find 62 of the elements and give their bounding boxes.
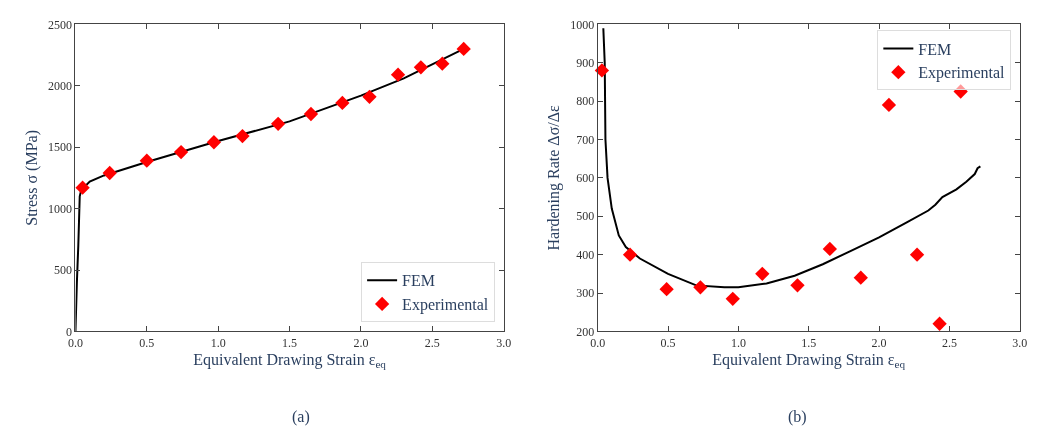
y-tick-label: 800 [576,94,595,109]
point [413,60,429,75]
x-axis-title: Equivalent Drawing Strain ε$_{eq}$ [193,350,387,370]
x-tick-label: 1.5 [801,335,817,350]
point [881,97,897,113]
point [594,63,610,78]
x-tick-label: 2.0 [871,335,887,350]
y-axis-title: Stress σ (MPa) [22,130,41,226]
legend-label: Experimental [918,64,1006,83]
x-tick-label: 3.0 [1012,335,1028,350]
y-tick-label: 300 [576,286,595,301]
point [909,247,925,262]
y-tick-label: 600 [576,171,595,186]
point [822,241,837,257]
legend-label: FEM [402,272,436,290]
y-tick-label: 1000 [48,201,73,216]
x-tick-label: 2.0 [353,335,369,350]
point [622,247,638,262]
x-tick-label: 1.5 [282,335,298,350]
text: (b) [788,408,807,426]
point [335,95,350,111]
x-tick-label: 3.0 [496,335,512,350]
y-tick-label: 1000 [570,17,595,32]
point [853,270,868,285]
y-tick-label: 500 [576,209,595,224]
point [755,266,770,282]
text: (a) [292,408,310,426]
y-tick-label: 700 [576,132,595,147]
point [790,278,805,293]
y-tick-label: 400 [576,247,595,262]
x-axis-title: Equivalent Drawing Strain ε$_{eq}$ [712,350,906,370]
y-tick-label: 1500 [48,140,73,155]
x-tick-label: 2.5 [941,335,957,350]
y-tick-label: 900 [576,55,595,70]
point [693,280,708,295]
point [932,316,947,331]
point [102,165,117,181]
y-tick-label: 2500 [48,17,73,32]
point [75,180,90,195]
point [456,41,471,57]
x-tick-label: 0.5 [660,335,676,350]
y-tick-label: 2000 [48,78,73,93]
point [206,135,222,150]
x-tick-label: 0.5 [139,335,155,350]
point [725,291,740,306]
point [390,67,406,82]
point [139,153,154,168]
y-tick-label: 500 [54,263,73,278]
point [362,89,377,104]
point [659,282,674,297]
point [235,128,250,144]
x-tick-label: 2.5 [424,335,440,350]
x-tick-label: 1.0 [210,335,226,350]
legend-label: Experimental [402,296,489,315]
legend-label: FEM [918,40,952,58]
point [173,144,189,160]
x-tick-label: 1.0 [730,335,746,350]
point [270,116,286,131]
point [953,84,968,99]
point [303,106,319,122]
point [435,56,450,71]
y-axis-title: Hardening Rate Δσ/Δε [545,105,564,251]
